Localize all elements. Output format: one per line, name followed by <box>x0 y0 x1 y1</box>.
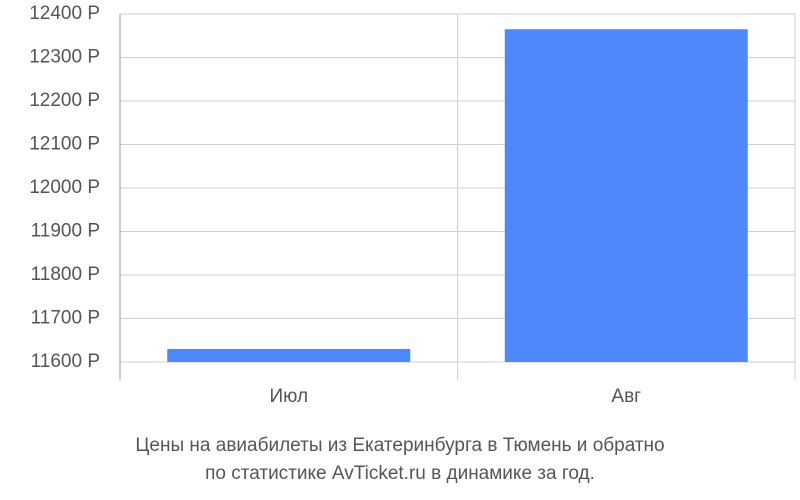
y-tick-label: 11900 Р <box>31 221 100 242</box>
y-tick-label: 12300 Р <box>29 47 100 68</box>
y-tick-label: 12100 Р <box>29 134 100 155</box>
bar <box>504 29 748 362</box>
y-tick-label: 11600 Р <box>31 351 100 372</box>
y-tick-label: 11800 Р <box>31 264 100 285</box>
caption: по статистике AvTicket.ru в динамике за … <box>205 463 595 484</box>
y-tick-label: 12000 Р <box>29 177 100 198</box>
y-tick-label: 12200 Р <box>29 90 100 111</box>
caption: Цены на авиабилеты из Екатеринбурга в Тю… <box>135 435 664 456</box>
y-tick-label: 12400 Р <box>29 3 100 24</box>
x-tick-label: Авг <box>611 386 641 407</box>
bar <box>167 348 411 362</box>
y-tick-label: 11700 Р <box>31 308 100 329</box>
x-tick-label: Июл <box>269 386 308 407</box>
